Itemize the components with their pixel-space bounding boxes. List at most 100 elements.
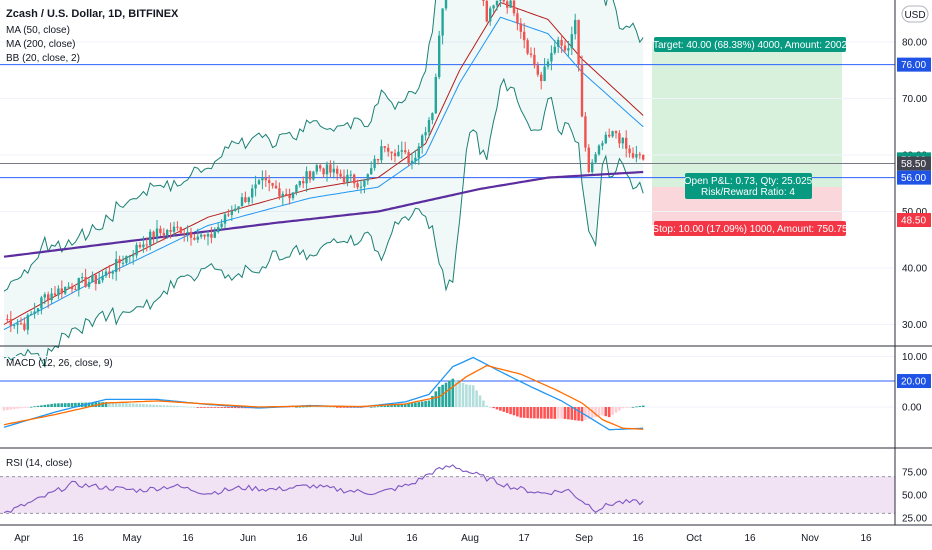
price-tag-label: 76.00 [901,60,926,71]
macd-histogram-bar [9,407,13,410]
ma200-legend[interactable]: MA (200, close) [6,39,75,50]
ma50-line [3,1,644,325]
price-pane[interactable]: Target: 40.00 (68.38%) 4000, Amount: 200… [0,0,895,382]
candle-body [145,244,148,246]
rsi-tick-label: 50.00 [902,491,927,502]
macd-histogram-bar [322,406,325,408]
candle-body [359,186,363,188]
macd-legend[interactable]: MACD (12, 26, close, 9) [6,358,113,369]
candle-body [50,293,53,301]
candle-body [302,181,305,184]
currency-button[interactable]: USD [901,5,929,23]
candle-body [81,277,84,279]
macd-histogram-bar [46,404,50,407]
candle-body [597,145,601,155]
macd-histogram-bar [295,406,298,408]
candle-body [308,171,312,180]
candle-body [251,188,254,198]
candle-body [495,0,499,6]
candle-body [261,177,264,181]
candle-body [397,151,400,157]
macd-histogram-bar [410,403,414,407]
candle-body [271,183,274,186]
bb-legend[interactable]: BB (20, close, 2) [6,53,80,64]
macd-histogram-bar [567,407,570,420]
candle-body [288,194,291,199]
macd-histogram-bar [526,407,529,419]
rsi-pane[interactable]: RSI (14, close) [0,458,895,514]
time-tick-label: Oct [686,533,702,544]
candle-body [268,180,271,184]
macd-histogram-bar [366,407,370,408]
candle-body [33,311,36,314]
macd-histogram-bar [587,407,591,420]
candle-body [410,160,414,163]
macd-histogram-bar [550,407,553,419]
candle-body [43,294,46,298]
macd-histogram-bar [16,407,19,409]
candle-body [166,230,169,236]
candles[interactable] [6,0,645,335]
macd-histogram-bar [397,404,400,407]
candle-body [142,244,145,248]
macd-histogram-bar [19,407,23,409]
macd-histogram-bar [77,402,81,407]
target-box[interactable]: Target: 40.00 (68.38%) 4000, Amount: 200… [653,37,847,52]
macd-histogram-bar [298,406,302,408]
candle-body [642,154,645,160]
macd-histogram-bar [186,406,189,408]
candle-body [567,48,570,51]
time-tick-label: 16 [72,533,84,544]
candle-body [305,171,308,184]
macd-histogram-bar [502,407,506,412]
macd-histogram-bar [403,404,407,407]
candle-body [512,0,516,14]
bollinger-upper-line [3,0,644,292]
candle-body [506,1,509,8]
macd-axis[interactable]: 10.00 0.00 [902,352,927,414]
macd-histogram-bar [607,407,611,418]
time-tick-label: Apr [14,533,30,544]
candle-body [427,120,431,133]
stop-box[interactable]: Stop: 10.00 (17.09%) 1000, Amount: 750.7… [652,221,848,236]
macd-pane[interactable]: MACD (12, 26, close, 9) [0,356,895,431]
macd-histogram-bar [614,407,618,413]
price-tag-label: 58.50 [901,159,926,170]
candle-body [638,154,641,156]
candle-body [237,206,240,209]
candle-body [329,164,332,173]
ma50-legend[interactable]: MA (50, close) [6,25,70,36]
macd-histogram-bar [533,407,536,419]
macd-histogram-bar [26,407,30,408]
macd-histogram-bar [434,391,438,407]
rsi-legend[interactable]: RSI (14, close) [6,458,72,469]
macd-histogram-bar [131,403,135,407]
candle-body [26,315,29,330]
ma200-line [3,170,644,258]
candle-body [424,132,427,136]
candle-body [509,0,512,8]
price-tag-bg [897,374,931,389]
candle-body [213,232,216,238]
rsi-axis[interactable]: 75.00 50.00 25.00 [902,468,927,525]
candle-body [108,271,111,274]
candle-body [98,280,101,284]
candle-body [587,147,590,173]
macd-histogram-bar [417,402,421,407]
candle-body [485,0,488,22]
pnl-box[interactable]: Open P&L: 0.73, Qty: 25.025 Risk/Reward … [684,173,813,199]
candle-body [370,168,373,175]
price-tag-bg [897,170,931,185]
time-tick-label: 16 [182,533,194,544]
macd-histogram-bar [74,402,77,407]
candle-body [203,234,206,237]
macd-histogram-bar [465,384,468,407]
candle-body [366,174,369,181]
time-axis[interactable]: Apr 16 May 16 Jun 16 Jul 16 Aug 17 Sep 16 Oct 16 Nov 16 [14,533,872,544]
macd-histogram-bar [424,401,427,407]
macd-histogram-bar [155,404,159,407]
macd-histogram-bar [203,407,206,408]
candle-body [227,214,230,216]
macd-histogram-bar [199,407,203,408]
